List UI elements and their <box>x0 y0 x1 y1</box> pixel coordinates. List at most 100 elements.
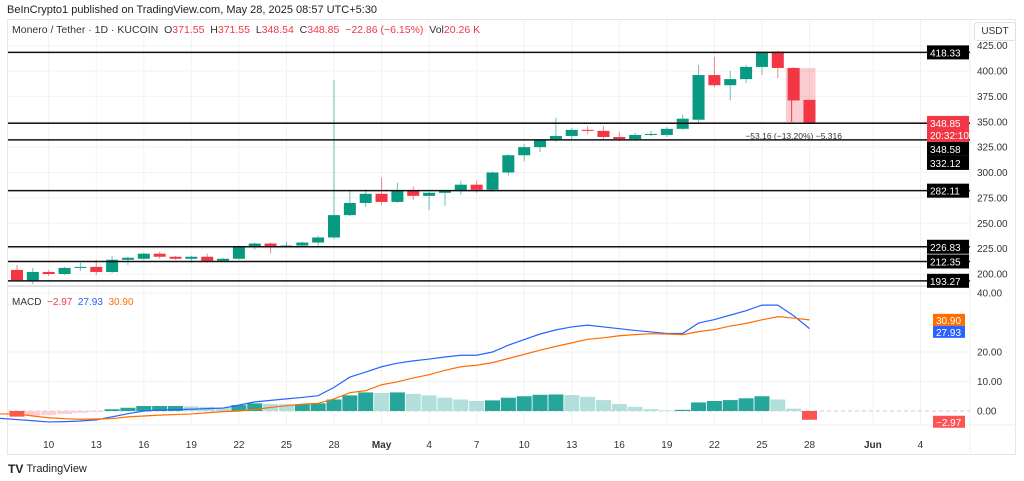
price-axis-label: 425.00 <box>977 41 1008 52</box>
macd-histogram-bar <box>453 399 469 411</box>
candle-body <box>11 269 23 281</box>
macd-histogram-bar <box>564 395 580 411</box>
macd-legend: MACD −2.97 27.93 30.90 <box>12 297 134 308</box>
price-axis-label: 400.00 <box>977 67 1008 78</box>
macd-histogram-bar <box>548 394 564 411</box>
candle-body <box>423 192 436 196</box>
macd-histogram-bar <box>72 411 88 413</box>
macd-histogram-bar <box>500 397 516 411</box>
candle-body <box>549 135 562 141</box>
macd-histogram-bar <box>25 411 41 416</box>
time-axis-label: 13 <box>566 440 578 451</box>
candle-body <box>581 129 594 131</box>
level-price-label: 282.11 <box>930 187 960 198</box>
currency-button[interactable]: USDT <box>974 22 1016 41</box>
candle-body <box>90 266 103 272</box>
low-value: 348.54 <box>261 24 294 36</box>
volume-value: 20.26 K <box>443 24 481 36</box>
macd-value-label: 27.93 <box>936 328 961 339</box>
candle-body <box>312 237 325 243</box>
price-axis-label: 325.00 <box>977 143 1008 154</box>
time-axis-label: 7 <box>474 440 480 451</box>
candle-body <box>629 134 642 140</box>
candle-body <box>502 155 515 173</box>
level-price-label: 226.83 <box>930 243 961 254</box>
macd-histogram-bar <box>247 403 263 411</box>
candle-body <box>74 266 87 268</box>
macd-histogram-bar <box>88 411 104 412</box>
close-value: 348.85 <box>307 24 340 36</box>
macd-histogram-bar <box>310 403 326 411</box>
high-value: 371.55 <box>217 24 250 36</box>
macd-histogram-bar <box>611 403 627 411</box>
price-axis-label: 275.00 <box>977 193 1008 204</box>
level-price-label-bg <box>927 273 969 288</box>
hist-value-label-bg <box>933 415 965 428</box>
time-axis-label: 19 <box>661 440 673 451</box>
candle-body <box>58 267 71 274</box>
candle-body <box>137 253 150 259</box>
macd-histogram-bar <box>722 400 738 411</box>
signal-value-label: 30.90 <box>936 316 961 327</box>
price-axis-label: 300.00 <box>977 168 1008 179</box>
macd-histogram-bar <box>168 405 183 411</box>
macd-histogram-bar <box>643 409 659 411</box>
candle-body <box>328 215 340 238</box>
macd-line <box>0 304 810 423</box>
macd-hist-value: −2.97 <box>47 297 73 308</box>
level-price-label: 332.12 <box>930 159 961 170</box>
chart-frame <box>7 19 1016 455</box>
time-axis-label: 10 <box>43 440 55 451</box>
measure-label: −53.16 (−13.20%) −5,316 <box>745 131 842 141</box>
open-value: 371.55 <box>172 24 205 36</box>
candle-body <box>787 67 800 101</box>
macd-histogram-bar <box>421 395 437 411</box>
level-price-label-bg <box>927 45 969 60</box>
macd-histogram-bar <box>627 406 643 411</box>
time-axis-label: 16 <box>138 440 150 451</box>
candle-body <box>169 256 182 259</box>
time-axis-label: 28 <box>804 440 816 451</box>
last-price-label: 348.85 <box>930 119 961 130</box>
tradingview-logo-icon: TV <box>8 462 24 476</box>
candle-body <box>660 128 673 135</box>
time-axis-label: 28 <box>328 440 340 451</box>
candle-body <box>407 190 420 196</box>
time-axis-label: 25 <box>756 440 768 451</box>
macd-histogram-bar <box>231 405 247 411</box>
macd-histogram-bar <box>485 400 500 411</box>
symbol-name: Monero / Tether · 1D · KUCOIN <box>12 24 159 36</box>
symbol-legend: Monero / Tether · 1D · KUCOIN O371.55 H3… <box>12 24 481 36</box>
candle-body <box>613 136 626 140</box>
macd-histogram-bar <box>532 394 548 411</box>
candle-body <box>26 271 39 282</box>
candle-body <box>359 193 372 203</box>
level-price-label: 418.33 <box>930 48 961 59</box>
candle-body <box>106 259 119 272</box>
candle-body <box>296 242 309 246</box>
candle-body <box>121 257 134 260</box>
level-price-label-bg <box>927 141 969 156</box>
macd-histogram-bar <box>770 399 786 411</box>
change-value: −22.86 (−6.15%) <box>345 24 424 36</box>
macd-histogram-bar <box>374 393 390 411</box>
macd-axis-label: 10.00 <box>977 377 1002 388</box>
last-price-label-bg <box>927 115 969 142</box>
level-price-label-bg <box>927 254 969 269</box>
publisher-line: BeInCrypto1 published on TradingView.com… <box>7 4 378 16</box>
time-axis-label: 19 <box>186 440 198 451</box>
candle-body <box>740 66 753 80</box>
candle-body <box>343 202 356 216</box>
candle-body <box>391 190 404 202</box>
macd-axis-label: 40.00 <box>977 289 1002 300</box>
time-axis-label: 22 <box>233 440 245 451</box>
tradingview-logo[interactable]: TV TradingView <box>8 462 87 476</box>
candle-body <box>375 193 388 202</box>
macd-histogram-bar <box>215 407 231 411</box>
candle-body <box>42 271 55 274</box>
macd-histogram-bar <box>294 404 310 411</box>
macd-histogram-bar <box>278 404 294 411</box>
time-axis-label: Jun <box>864 440 882 451</box>
price-axis-label: 200.00 <box>977 270 1008 281</box>
